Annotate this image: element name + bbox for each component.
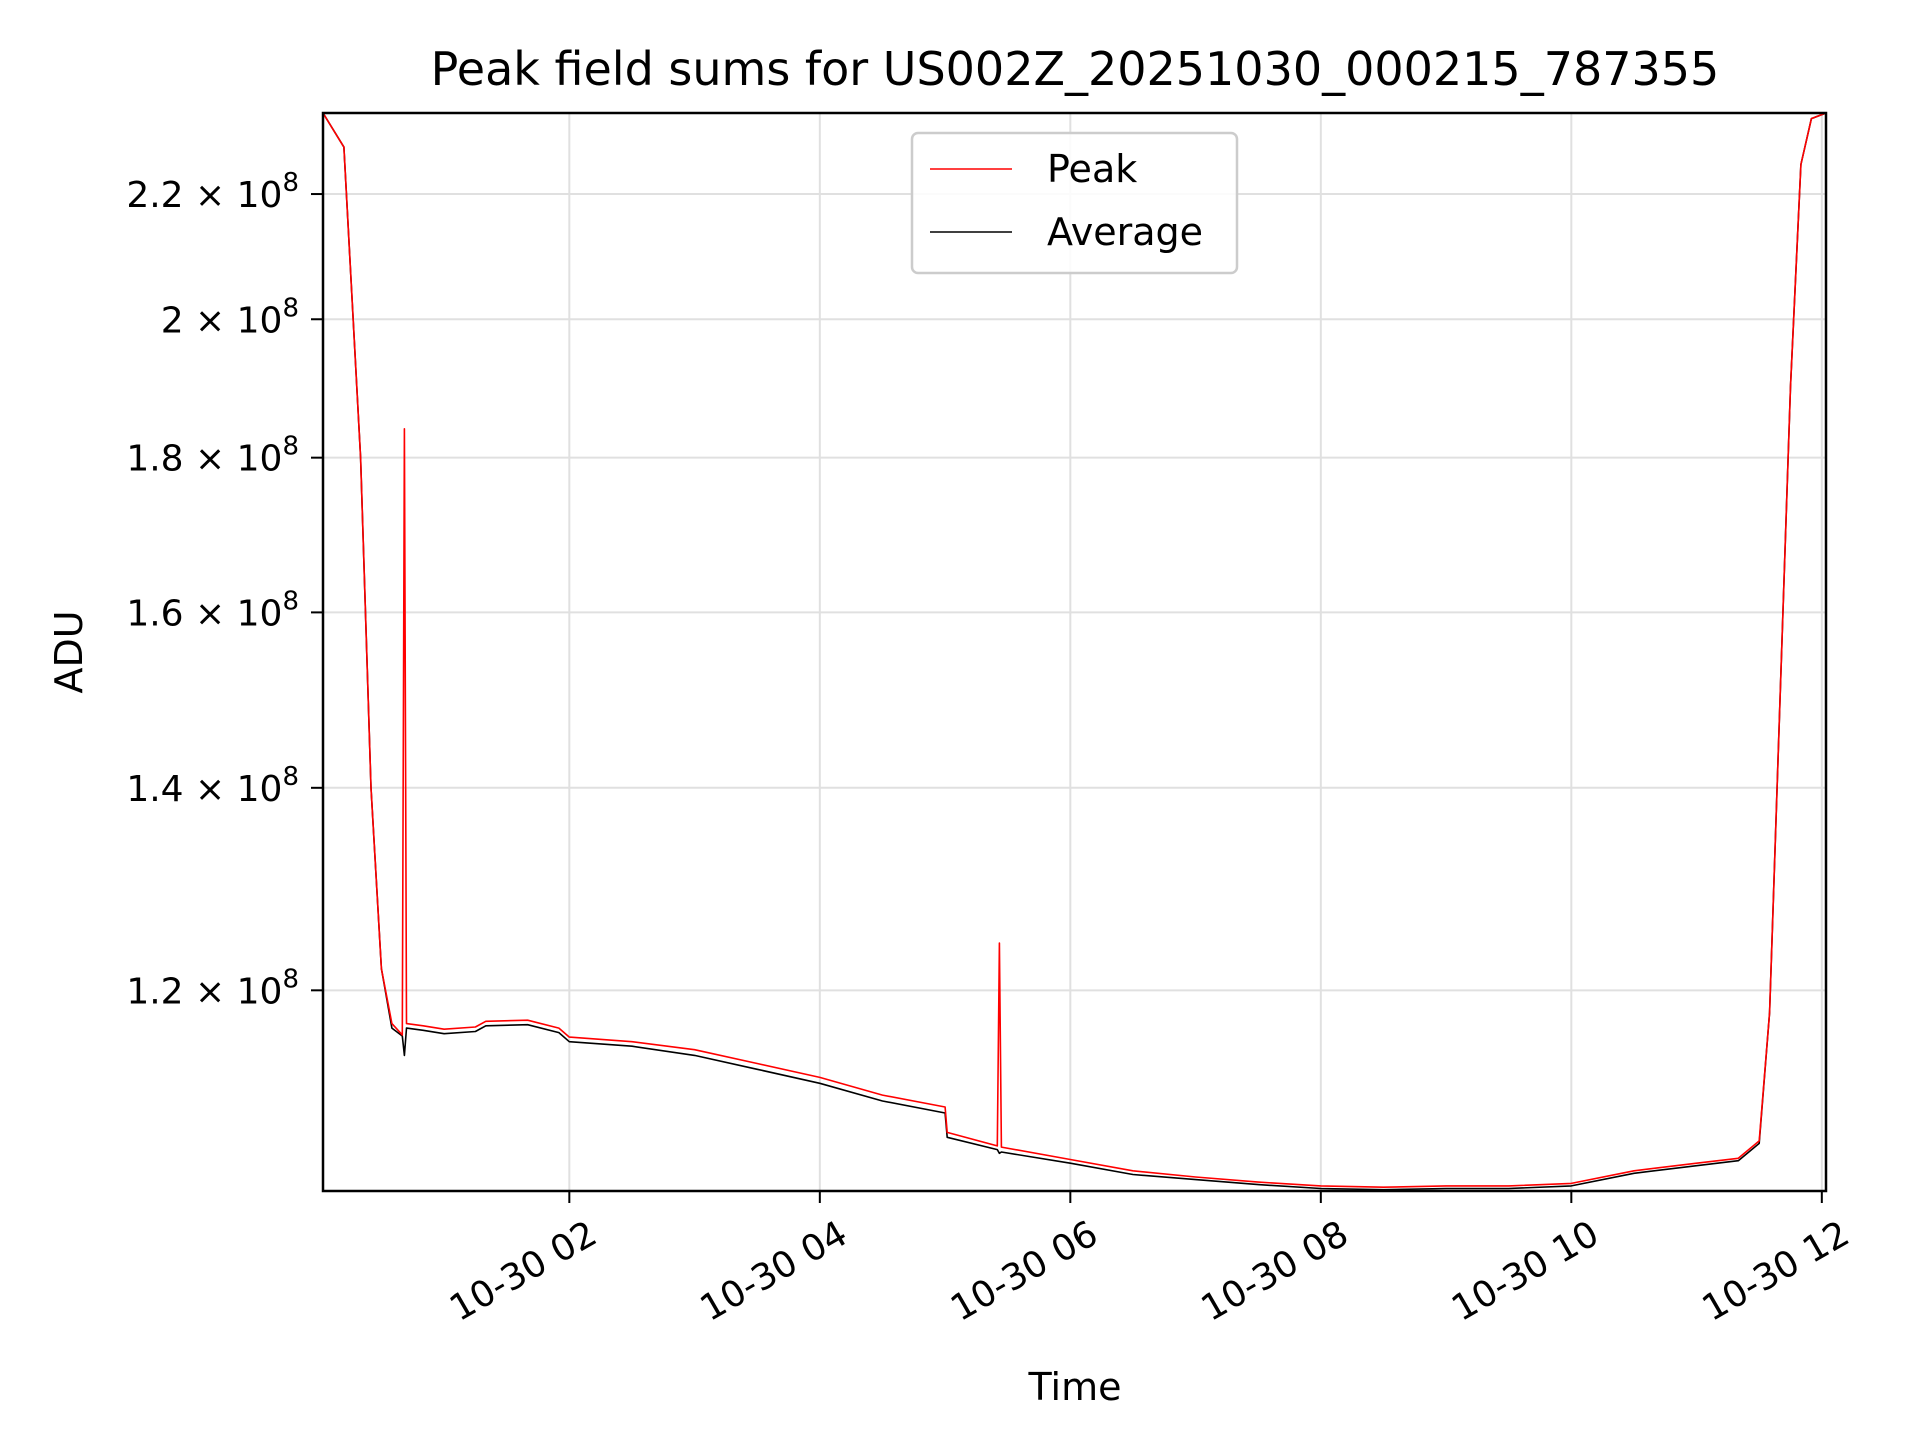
y-tick-label: 2 × 108	[161, 293, 299, 341]
chart-title: Peak field sums for US002Z_20251030_0002…	[431, 42, 1720, 96]
legend-average-label: Average	[1047, 210, 1203, 254]
plot-frame	[321, 111, 1828, 1193]
legend: Peak Average	[910, 131, 1239, 275]
grid	[323, 113, 1826, 1191]
y-tick-label: 1.6 × 108	[126, 586, 299, 634]
y-tick-label: 2.2 × 108	[126, 168, 299, 216]
y-tick-label: 1.2 × 108	[126, 964, 299, 1012]
y-tick-label: 1.4 × 108	[126, 762, 299, 810]
y-tick-label: 1.8 × 108	[126, 432, 299, 480]
series-layer	[323, 113, 1826, 1191]
y-axis-ticks: 1.2 × 108 1.4 × 108 1.6 × 108 1.8 × 108 2 × …	[126, 168, 323, 1012]
legend-box	[910, 131, 1239, 275]
y-axis-label: ADU	[47, 610, 91, 693]
x-axis-label: Time	[1028, 1365, 1122, 1409]
legend-peak-label: Peak	[1047, 147, 1137, 191]
series-line-average	[323, 113, 1826, 1191]
series-line-peak	[323, 113, 1826, 1188]
